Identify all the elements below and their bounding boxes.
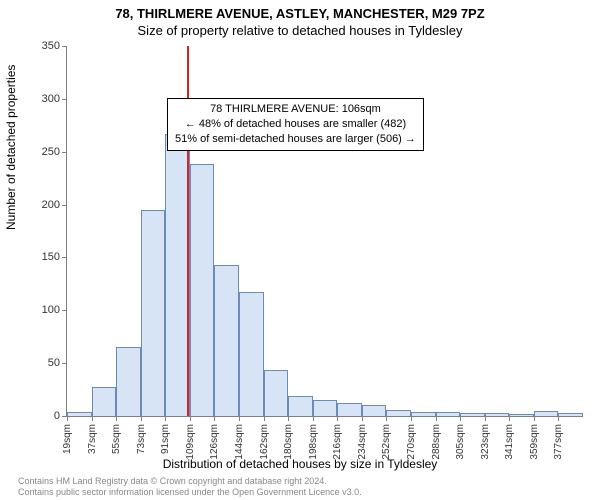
y-tick-label: 350 [42, 40, 60, 52]
x-tick [386, 416, 387, 421]
x-tick-label: 252sqm [381, 424, 392, 460]
histogram-bar [288, 396, 313, 416]
histogram-bar [239, 292, 264, 416]
attribution-line-2: Contains public sector information licen… [18, 487, 362, 498]
histogram-bar [190, 164, 215, 416]
y-tick [62, 310, 67, 311]
x-tick [362, 416, 363, 421]
x-tick [558, 416, 559, 421]
x-tick-label: 162sqm [259, 424, 270, 460]
y-tick [62, 205, 67, 206]
y-tick [62, 46, 67, 47]
histogram-bar [558, 413, 583, 416]
x-tick [411, 416, 412, 421]
x-tick-label: 180sqm [283, 424, 294, 460]
histogram-bar [116, 347, 141, 416]
histogram-bar [411, 412, 436, 416]
y-tick-label: 50 [48, 357, 60, 369]
page-title: 78, THIRLMERE AVENUE, ASTLEY, MANCHESTER… [0, 0, 600, 21]
histogram-bar [214, 265, 239, 416]
x-tick-label: 109sqm [185, 424, 196, 460]
x-tick-label: 341sqm [504, 424, 515, 460]
histogram-bar [485, 413, 510, 416]
x-tick-label: 288sqm [431, 424, 442, 460]
attribution-text: Contains HM Land Registry data © Crown c… [18, 476, 362, 499]
y-tick-label: 150 [42, 251, 60, 263]
annotation-line-1: 78 THIRLMERE AVENUE: 106sqm [175, 102, 416, 117]
x-tick-label: 270sqm [406, 424, 417, 460]
x-tick-label: 55sqm [111, 424, 122, 454]
x-tick [264, 416, 265, 421]
x-tick-label: 37sqm [87, 424, 98, 454]
y-tick [62, 152, 67, 153]
annotation-line-3: 51% of semi-detached houses are larger (… [175, 132, 416, 147]
histogram-bar [460, 413, 485, 416]
x-tick-label: 305sqm [455, 424, 466, 460]
chart-container: 78, THIRLMERE AVENUE, ASTLEY, MANCHESTER… [0, 0, 600, 500]
histogram-bar [264, 370, 289, 417]
histogram-bar [313, 400, 338, 416]
x-tick [485, 416, 486, 421]
y-tick-label: 100 [42, 304, 60, 316]
x-tick-label: 144sqm [234, 424, 245, 460]
y-tick [62, 363, 67, 364]
x-tick-label: 377sqm [553, 424, 564, 460]
x-tick [460, 416, 461, 421]
x-tick [67, 416, 68, 421]
x-tick-label: 234sqm [357, 424, 368, 460]
histogram-bar [362, 405, 387, 416]
annotation-box: 78 THIRLMERE AVENUE: 106sqm ← 48% of det… [167, 98, 424, 151]
x-tick-label: 323sqm [480, 424, 491, 460]
histogram-bar [67, 412, 92, 416]
x-tick [288, 416, 289, 421]
y-tick [62, 257, 67, 258]
y-axis-label: Number of detached properties [4, 65, 18, 230]
histogram-bar [509, 414, 534, 416]
x-tick [190, 416, 191, 421]
histogram-bar [534, 411, 559, 416]
x-tick [165, 416, 166, 421]
x-tick [116, 416, 117, 421]
annotation-line-2: ← 48% of detached houses are smaller (48… [175, 117, 416, 132]
x-tick [509, 416, 510, 421]
x-tick-label: 19sqm [62, 424, 73, 454]
histogram-bar [436, 412, 461, 416]
histogram-bar [386, 410, 411, 416]
histogram-bar [92, 387, 117, 416]
x-tick [214, 416, 215, 421]
x-tick [141, 416, 142, 421]
y-tick-label: 0 [54, 410, 60, 422]
y-tick [62, 99, 67, 100]
page-subtitle: Size of property relative to detached ho… [0, 21, 600, 38]
x-tick-label: 198sqm [308, 424, 319, 460]
x-tick-label: 73sqm [136, 424, 147, 454]
x-tick-label: 126sqm [209, 424, 220, 460]
x-tick-label: 216sqm [332, 424, 343, 460]
x-tick [313, 416, 314, 421]
histogram-bar [141, 210, 166, 416]
y-tick-label: 300 [42, 93, 60, 105]
x-tick [436, 416, 437, 421]
y-tick-label: 250 [42, 146, 60, 158]
x-tick [92, 416, 93, 421]
chart-plot-area: 78 THIRLMERE AVENUE: 106sqm ← 48% of det… [66, 46, 583, 417]
histogram-bar [337, 403, 362, 416]
x-tick-label: 91sqm [160, 424, 171, 454]
x-tick [337, 416, 338, 421]
y-tick-label: 200 [42, 199, 60, 211]
x-tick [534, 416, 535, 421]
attribution-line-1: Contains HM Land Registry data © Crown c… [18, 476, 362, 487]
x-tick [239, 416, 240, 421]
x-tick-label: 359sqm [529, 424, 540, 460]
